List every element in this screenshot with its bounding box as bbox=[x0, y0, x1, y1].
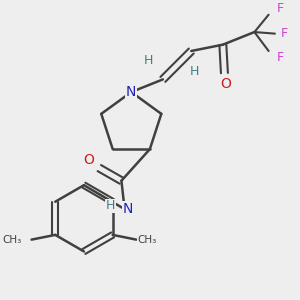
Text: H: H bbox=[190, 65, 199, 78]
Text: O: O bbox=[220, 77, 231, 91]
Text: F: F bbox=[277, 2, 284, 15]
Text: CH₃: CH₃ bbox=[2, 235, 21, 244]
Text: N: N bbox=[123, 202, 133, 216]
Text: H: H bbox=[106, 200, 115, 212]
Text: F: F bbox=[281, 27, 288, 40]
Text: O: O bbox=[83, 153, 94, 167]
Text: F: F bbox=[277, 51, 284, 64]
Text: N: N bbox=[126, 85, 136, 99]
Text: H: H bbox=[144, 54, 153, 67]
Text: CH₃: CH₃ bbox=[137, 235, 156, 244]
